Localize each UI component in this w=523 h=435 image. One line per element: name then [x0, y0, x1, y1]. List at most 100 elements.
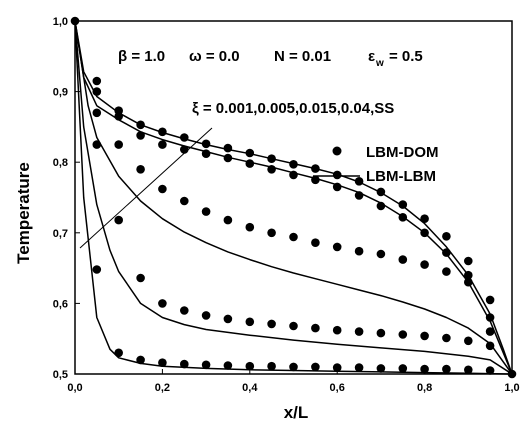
x-tick-label: 0,2 [155, 382, 170, 394]
series-2-lbm-lbm-line [74, 20, 513, 375]
series-3-lbm-dom-point [136, 165, 145, 174]
series-1-lbm-dom-point [464, 256, 473, 266]
series-3-lbm-dom-point [158, 184, 167, 194]
series-4-lbm-dom-point [114, 215, 123, 225]
series-5-lbm-dom-point [201, 360, 211, 370]
series-1-lbm-dom-point [158, 127, 167, 137]
series-1-lbm-dom-point [332, 170, 342, 180]
xi-arrow [79, 127, 213, 249]
x-tick-label: 0,6 [330, 382, 345, 394]
series-5-lbm-dom-point [420, 364, 429, 374]
series-2-lbm-dom-point [311, 175, 320, 185]
series-2-lbm-dom-point [245, 159, 255, 168]
series-2-lbm-dom-point [158, 140, 167, 149]
series-4-lbm-dom-point [289, 321, 298, 331]
series-5-lbm-dom-point [398, 364, 408, 373]
series-3-lbm-dom-point [201, 207, 211, 216]
series-5-lbm-dom-point [180, 359, 189, 369]
series-1-lbm-dom-point [398, 200, 408, 209]
series-2-lbm-dom-point [92, 87, 102, 96]
series-5-lbm-dom-point [267, 361, 276, 371]
series-3-lbm-dom-point [332, 242, 342, 252]
series-3-lbm-dom-point [442, 267, 451, 276]
series-1-lbm-dom-point [70, 16, 80, 26]
series-1-lbm-dom-point [245, 148, 255, 158]
plot-area-border [74, 20, 513, 375]
series-4-lbm-dom-point [92, 140, 102, 149]
x-tick-label: 1,0 [504, 382, 519, 394]
ticks-layer: 0,0 0,2 0,4 0,6 0,8 1,0 0,5 0,6 0,7 0,8 0,9 1,0 [53, 16, 520, 394]
series-5-lbm-dom-point [332, 363, 342, 372]
series-1-lbm-dom-point [180, 133, 189, 142]
series-2-lbm-dom-point [223, 153, 233, 163]
series-5-lbm-lbm-line [74, 20, 513, 375]
series-5-lbm-dom-point [354, 363, 364, 372]
series-4-lbm-dom-point [485, 341, 495, 351]
series-4-lbm-dom-point [464, 336, 473, 346]
y-tick-label: 1,0 [53, 16, 68, 28]
series-5-lbm-dom-point [245, 361, 255, 371]
y-tick-label: 0,7 [53, 228, 68, 240]
annotation-omega: ω = 0.0 [189, 48, 240, 65]
x-tick-label: 0,8 [417, 382, 432, 394]
series-4-lbm-lbm-line [74, 20, 513, 375]
series-4-lbm-dom-point [267, 319, 276, 329]
series-5-lbm-dom-point [158, 358, 167, 368]
series-5-lbm-dom-point [485, 366, 495, 375]
series-1-lbm-dom-point [267, 154, 276, 163]
series-5-lbm-dom-point [311, 362, 320, 372]
series-3-lbm-dom-point [223, 215, 233, 225]
series-2-lbm-dom-point [464, 270, 473, 280]
series-2-lbm-dom-point [201, 149, 211, 158]
series-4-lbm-dom-point [420, 331, 429, 341]
series-3-lbm-dom-point [92, 108, 102, 118]
series-3-lbm-dom-point [180, 196, 189, 206]
series-1-lbm-dom-point [223, 143, 233, 153]
series-4-lbm-dom-point [332, 325, 342, 335]
series-5-lbm-dom-point [289, 362, 298, 372]
x-tick-label: 0,0 [67, 382, 82, 394]
series-5-lbm-dom-point [223, 361, 233, 370]
series-3-lbm-dom-point [464, 277, 473, 287]
series-3-lbm-dom-point [114, 140, 123, 149]
series-2-lbm-dom-point [114, 112, 123, 121]
series-1-lbm-dom-point [354, 177, 364, 186]
series-3-lbm-lbm-line [74, 20, 513, 375]
series-1-lbm-dom-point [136, 120, 145, 130]
series-3-lbm-dom-point [420, 260, 429, 269]
lines-layer [74, 20, 513, 375]
series-4-lbm-dom-point [201, 311, 211, 320]
series-2-lbm-dom-point [420, 228, 429, 238]
series-2-lbm-dom-point [136, 131, 145, 140]
annotation-n: N = 0.01 [274, 48, 331, 65]
series-1-lbm-dom-point [442, 232, 451, 241]
series-4-lbm-dom-point [442, 333, 451, 343]
series-4-lbm-dom-point [354, 327, 364, 336]
xi-annotation: ξ = 0.001,0.005,0.015,0.04,SS [192, 100, 394, 117]
series-1-lbm-dom-point [376, 187, 386, 197]
series-1-lbm-dom-point [92, 76, 102, 86]
series-3-lbm-dom-point [267, 228, 276, 238]
series-4-lbm-dom-point [245, 317, 255, 327]
series-5-lbm-dom-point [464, 365, 473, 375]
series-4-lbm-dom-point [180, 306, 189, 315]
series-5-lbm-dom-point [114, 348, 123, 358]
series-1-lbm-dom-point [289, 160, 298, 169]
series-2-lbm-dom-point [267, 165, 276, 174]
series-5-lbm-dom-point [376, 364, 386, 373]
series-2-lbm-dom-point [442, 248, 451, 257]
dots-layer [70, 16, 517, 379]
series-5-lbm-dom-point [92, 265, 102, 274]
y-tick-label: 0,6 [53, 298, 68, 310]
series-2-lbm-dom-point [332, 182, 342, 192]
x-axis-label: x/L [284, 403, 309, 422]
y-tick-label: 0,5 [53, 369, 68, 381]
y-tick-label: 0,8 [53, 157, 68, 169]
series-3-lbm-dom-point [354, 246, 364, 256]
series-1-lbm-dom-point [311, 164, 320, 173]
series-4-lbm-dom-point [158, 299, 167, 308]
annotation-epsilon: ε [368, 48, 375, 65]
series-3-lbm-dom-point [376, 249, 386, 259]
y-axis-label: Temperature [14, 162, 33, 264]
